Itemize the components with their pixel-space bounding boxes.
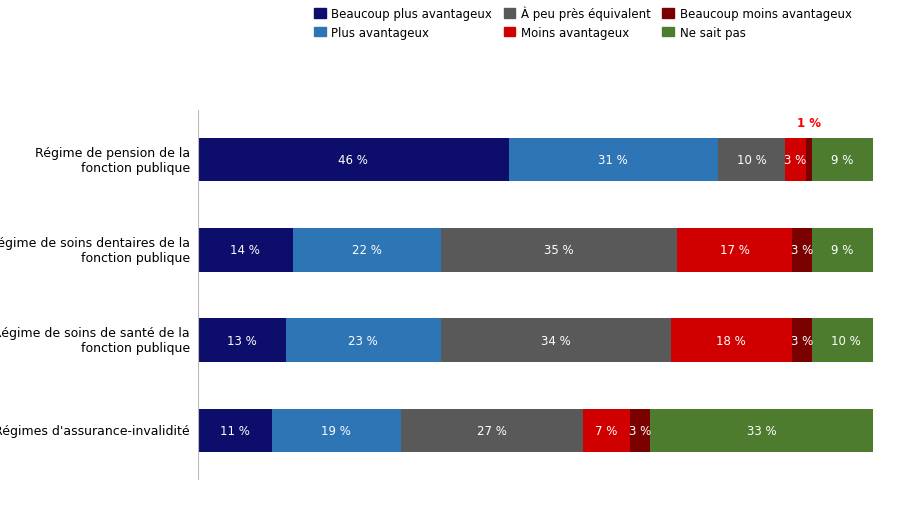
Bar <box>812 229 873 272</box>
Text: 27 %: 27 % <box>477 424 507 437</box>
Bar <box>286 319 441 362</box>
Text: 18 %: 18 % <box>716 334 746 347</box>
Text: 1 %: 1 % <box>796 117 821 130</box>
Bar <box>718 139 785 182</box>
Bar <box>650 409 873 452</box>
Text: 34 %: 34 % <box>541 334 571 347</box>
Bar <box>198 409 272 452</box>
Bar <box>583 409 630 452</box>
Legend: Beaucoup plus avantageux, Plus avantageux, À peu près équivalent, Moins avantage: Beaucoup plus avantageux, Plus avantageu… <box>314 7 851 40</box>
Text: 3 %: 3 % <box>629 424 652 437</box>
Text: 31 %: 31 % <box>598 154 628 167</box>
Bar <box>441 229 677 272</box>
Bar <box>812 319 880 362</box>
Bar <box>441 319 670 362</box>
Text: 7 %: 7 % <box>595 424 617 437</box>
Bar <box>792 229 812 272</box>
Bar <box>400 409 583 452</box>
Text: 9 %: 9 % <box>832 154 854 167</box>
Bar <box>272 409 400 452</box>
Bar <box>198 229 292 272</box>
Text: 10 %: 10 % <box>736 154 767 167</box>
Text: 9 %: 9 % <box>832 244 854 257</box>
Text: 10 %: 10 % <box>831 334 861 347</box>
Bar <box>198 319 286 362</box>
Text: 3 %: 3 % <box>784 154 806 167</box>
Text: 35 %: 35 % <box>544 244 574 257</box>
Text: 17 %: 17 % <box>720 244 750 257</box>
Text: 19 %: 19 % <box>321 424 351 437</box>
Bar <box>630 409 650 452</box>
Text: 11 %: 11 % <box>220 424 250 437</box>
Text: 3 %: 3 % <box>791 244 814 257</box>
Text: 33 %: 33 % <box>747 424 777 437</box>
Text: 14 %: 14 % <box>230 244 260 257</box>
Text: 46 %: 46 % <box>338 154 368 167</box>
Text: 22 %: 22 % <box>352 244 382 257</box>
Text: 13 %: 13 % <box>227 334 256 347</box>
Bar <box>677 229 792 272</box>
Bar <box>806 139 812 182</box>
Bar <box>785 139 806 182</box>
Bar <box>198 139 508 182</box>
Bar <box>670 319 792 362</box>
Bar <box>292 229 441 272</box>
Bar <box>508 139 718 182</box>
Text: 3 %: 3 % <box>791 334 814 347</box>
Bar <box>792 319 812 362</box>
Bar <box>812 139 873 182</box>
Text: 23 %: 23 % <box>348 334 378 347</box>
